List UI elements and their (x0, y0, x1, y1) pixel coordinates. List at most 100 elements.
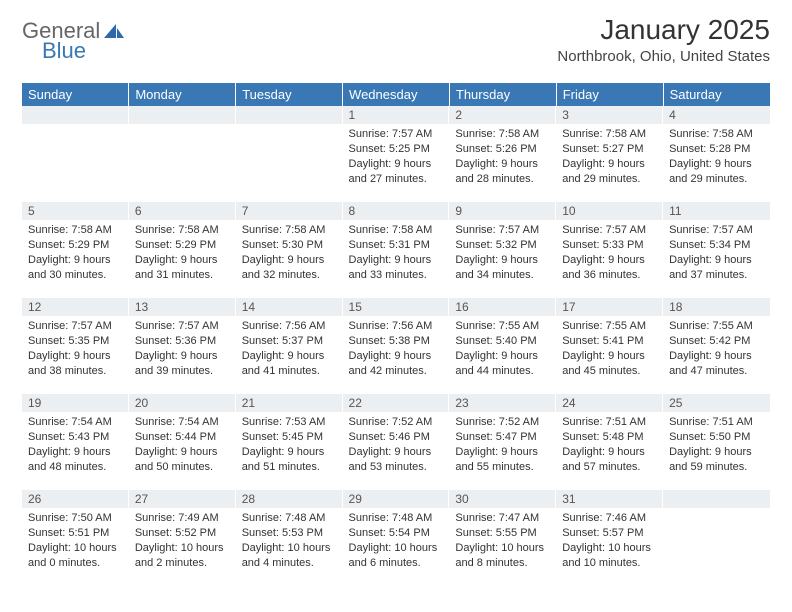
day-number: 6 (129, 202, 236, 220)
calendar-cell: 6Sunrise: 7:58 AMSunset: 5:29 PMDaylight… (129, 202, 236, 298)
weekday-header: Saturday (663, 83, 770, 106)
day-body: Sunrise: 7:55 AMSunset: 5:40 PMDaylight:… (449, 316, 556, 380)
day-body: Sunrise: 7:51 AMSunset: 5:50 PMDaylight:… (663, 412, 770, 476)
daylight-line: Daylight: 9 hours and 29 minutes. (562, 157, 657, 187)
day-number: 21 (236, 394, 343, 412)
sunrise-line: Sunrise: 7:56 AM (242, 319, 337, 334)
daylight-line: Daylight: 9 hours and 55 minutes. (455, 445, 550, 475)
logo-text-blue-wrap: Blue (42, 38, 86, 64)
day-body: Sunrise: 7:58 AMSunset: 5:31 PMDaylight:… (343, 220, 450, 284)
day-number: 28 (236, 490, 343, 508)
sunrise-line: Sunrise: 7:51 AM (669, 415, 764, 430)
calendar-cell: 8Sunrise: 7:58 AMSunset: 5:31 PMDaylight… (343, 202, 450, 298)
weekday-header: Thursday (449, 83, 556, 106)
sunrise-line: Sunrise: 7:57 AM (135, 319, 230, 334)
day-number: 2 (449, 106, 556, 124)
sunrise-line: Sunrise: 7:48 AM (349, 511, 444, 526)
weekday-header: Monday (129, 83, 236, 106)
daylight-line: Daylight: 10 hours and 0 minutes. (28, 541, 123, 571)
daylight-line: Daylight: 10 hours and 2 minutes. (135, 541, 230, 571)
day-body: Sunrise: 7:57 AMSunset: 5:36 PMDaylight:… (129, 316, 236, 380)
sunrise-line: Sunrise: 7:54 AM (135, 415, 230, 430)
sunset-line: Sunset: 5:44 PM (135, 430, 230, 445)
sunset-line: Sunset: 5:29 PM (28, 238, 123, 253)
day-number-empty (663, 490, 770, 508)
daylight-line: Daylight: 9 hours and 41 minutes. (242, 349, 337, 379)
calendar-row: 19Sunrise: 7:54 AMSunset: 5:43 PMDayligh… (22, 394, 770, 490)
calendar-cell (22, 106, 129, 202)
calendar-cell: 11Sunrise: 7:57 AMSunset: 5:34 PMDayligh… (663, 202, 770, 298)
weekday-header-row: SundayMondayTuesdayWednesdayThursdayFrid… (22, 83, 770, 106)
day-number: 17 (556, 298, 663, 316)
daylight-line: Daylight: 9 hours and 51 minutes. (242, 445, 337, 475)
daylight-line: Daylight: 9 hours and 32 minutes. (242, 253, 337, 283)
calendar-cell: 19Sunrise: 7:54 AMSunset: 5:43 PMDayligh… (22, 394, 129, 490)
calendar-row: 12Sunrise: 7:57 AMSunset: 5:35 PMDayligh… (22, 298, 770, 394)
calendar-cell: 5Sunrise: 7:58 AMSunset: 5:29 PMDaylight… (22, 202, 129, 298)
daylight-line: Daylight: 10 hours and 6 minutes. (349, 541, 444, 571)
sunset-line: Sunset: 5:31 PM (349, 238, 444, 253)
day-body: Sunrise: 7:54 AMSunset: 5:43 PMDaylight:… (22, 412, 129, 476)
sunrise-line: Sunrise: 7:58 AM (349, 223, 444, 238)
daylight-line: Daylight: 9 hours and 28 minutes. (455, 157, 550, 187)
day-body: Sunrise: 7:58 AMSunset: 5:28 PMDaylight:… (663, 124, 770, 188)
day-number: 15 (343, 298, 450, 316)
sunrise-line: Sunrise: 7:55 AM (562, 319, 657, 334)
day-number: 31 (556, 490, 663, 508)
day-number: 18 (663, 298, 770, 316)
sunrise-line: Sunrise: 7:58 AM (242, 223, 337, 238)
sunrise-line: Sunrise: 7:53 AM (242, 415, 337, 430)
sunset-line: Sunset: 5:29 PM (135, 238, 230, 253)
daylight-line: Daylight: 9 hours and 39 minutes. (135, 349, 230, 379)
sunrise-line: Sunrise: 7:57 AM (28, 319, 123, 334)
month-title: January 2025 (557, 14, 770, 46)
sunset-line: Sunset: 5:50 PM (669, 430, 764, 445)
header: General January 2025 Northbrook, Ohio, U… (22, 14, 770, 65)
day-number: 10 (556, 202, 663, 220)
sunset-line: Sunset: 5:33 PM (562, 238, 657, 253)
sunrise-line: Sunrise: 7:54 AM (28, 415, 123, 430)
day-number: 23 (449, 394, 556, 412)
day-number-empty (22, 106, 129, 124)
sunset-line: Sunset: 5:32 PM (455, 238, 550, 253)
daylight-line: Daylight: 9 hours and 38 minutes. (28, 349, 123, 379)
calendar-cell: 4Sunrise: 7:58 AMSunset: 5:28 PMDaylight… (663, 106, 770, 202)
daylight-line: Daylight: 10 hours and 10 minutes. (562, 541, 657, 571)
day-body: Sunrise: 7:56 AMSunset: 5:37 PMDaylight:… (236, 316, 343, 380)
sunset-line: Sunset: 5:38 PM (349, 334, 444, 349)
sunrise-line: Sunrise: 7:55 AM (669, 319, 764, 334)
daylight-line: Daylight: 9 hours and 53 minutes. (349, 445, 444, 475)
day-number: 13 (129, 298, 236, 316)
calendar-cell: 24Sunrise: 7:51 AMSunset: 5:48 PMDayligh… (556, 394, 663, 490)
calendar-cell: 14Sunrise: 7:56 AMSunset: 5:37 PMDayligh… (236, 298, 343, 394)
sunrise-line: Sunrise: 7:57 AM (455, 223, 550, 238)
weekday-header: Wednesday (343, 83, 450, 106)
sunset-line: Sunset: 5:40 PM (455, 334, 550, 349)
daylight-line: Daylight: 9 hours and 34 minutes. (455, 253, 550, 283)
sunset-line: Sunset: 5:41 PM (562, 334, 657, 349)
sunset-line: Sunset: 5:30 PM (242, 238, 337, 253)
day-number-empty (236, 106, 343, 124)
day-body: Sunrise: 7:52 AMSunset: 5:47 PMDaylight:… (449, 412, 556, 476)
day-number: 27 (129, 490, 236, 508)
title-block: January 2025 Northbrook, Ohio, United St… (557, 14, 770, 65)
calendar-cell: 7Sunrise: 7:58 AMSunset: 5:30 PMDaylight… (236, 202, 343, 298)
daylight-line: Daylight: 10 hours and 4 minutes. (242, 541, 337, 571)
weekday-header: Tuesday (236, 83, 343, 106)
calendar-cell: 13Sunrise: 7:57 AMSunset: 5:36 PMDayligh… (129, 298, 236, 394)
day-number: 26 (22, 490, 129, 508)
day-body: Sunrise: 7:55 AMSunset: 5:41 PMDaylight:… (556, 316, 663, 380)
day-body: Sunrise: 7:56 AMSunset: 5:38 PMDaylight:… (343, 316, 450, 380)
day-body: Sunrise: 7:58 AMSunset: 5:29 PMDaylight:… (22, 220, 129, 284)
logo-sail-icon (102, 22, 126, 40)
sunset-line: Sunset: 5:54 PM (349, 526, 444, 541)
calendar-cell: 26Sunrise: 7:50 AMSunset: 5:51 PMDayligh… (22, 490, 129, 586)
daylight-line: Daylight: 9 hours and 47 minutes. (669, 349, 764, 379)
calendar-cell: 21Sunrise: 7:53 AMSunset: 5:45 PMDayligh… (236, 394, 343, 490)
sunset-line: Sunset: 5:26 PM (455, 142, 550, 157)
sunrise-line: Sunrise: 7:50 AM (28, 511, 123, 526)
day-body: Sunrise: 7:51 AMSunset: 5:48 PMDaylight:… (556, 412, 663, 476)
daylight-line: Daylight: 9 hours and 33 minutes. (349, 253, 444, 283)
logo-text-blue: Blue (42, 38, 86, 63)
sunrise-line: Sunrise: 7:58 AM (669, 127, 764, 142)
